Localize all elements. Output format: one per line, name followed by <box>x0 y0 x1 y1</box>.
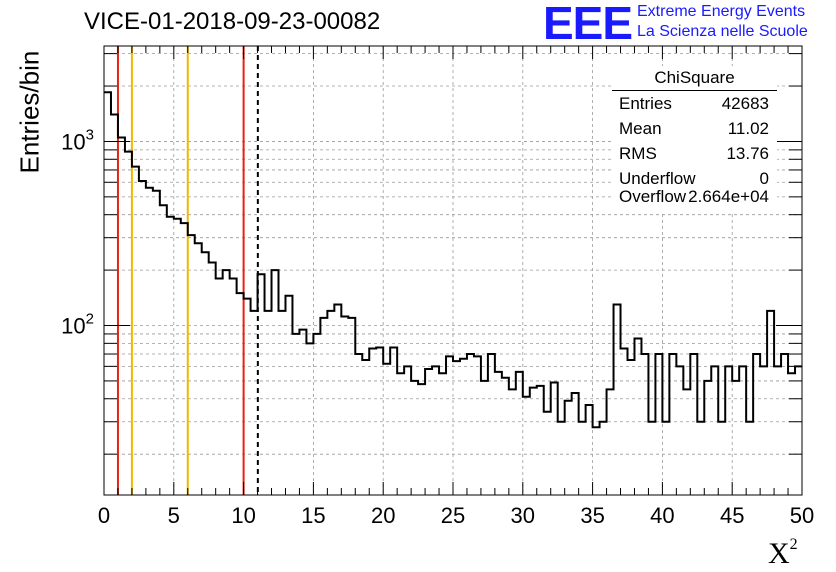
stats-value: 13.76 <box>726 144 769 163</box>
x-tick-label: 15 <box>301 503 325 528</box>
chart-title: VICE-01-2018-09-23-00082 <box>84 8 381 35</box>
stats-key: RMS <box>619 144 657 163</box>
stats-title: ChiSquare <box>654 68 735 87</box>
x-tick-label: 40 <box>650 503 674 528</box>
histogram-step-line <box>104 91 802 429</box>
x-axis-label-exponent: 2 <box>789 536 798 553</box>
x-tick-label: 35 <box>580 503 604 528</box>
x-tick-label: 0 <box>98 503 110 528</box>
stats-value: 2.664e+04 <box>688 187 769 206</box>
stats-key: Entries <box>619 94 672 113</box>
x-tick-label: 30 <box>511 503 535 528</box>
y-tick-label: 103 <box>61 126 94 154</box>
y-tick-label-base: 10 <box>61 314 85 339</box>
x-tick-label: 50 <box>790 503 814 528</box>
stats-key: Overflow <box>619 187 687 206</box>
stats-value: 0 <box>759 169 769 188</box>
stats-key: Underflow <box>619 169 696 188</box>
x-tick-label: 10 <box>231 503 255 528</box>
y-tick-label-exponent: 3 <box>86 126 94 143</box>
x-axis-label-base: X <box>768 537 790 570</box>
x-tick-label: 5 <box>168 503 180 528</box>
logo-line-2: La Scienza nelle Scuole <box>637 23 808 40</box>
x-tick-label: 25 <box>441 503 465 528</box>
y-tick-label-base: 10 <box>61 129 85 154</box>
y-tick-label: 102 <box>61 311 94 339</box>
stats-value: 42683 <box>721 94 769 113</box>
stats-divider <box>612 90 777 91</box>
x-tick-label: 45 <box>720 503 744 528</box>
y-tick-label-exponent: 2 <box>86 311 94 328</box>
grid-lines <box>104 46 802 495</box>
stats-value: 11.02 <box>727 119 769 138</box>
x-tick-label: 20 <box>371 503 395 528</box>
y-axis-label: Entries/bin <box>14 50 45 174</box>
marker-lines <box>116 46 259 495</box>
histogram <box>104 91 802 429</box>
logo-line-1: Extreme Energy Events <box>637 3 806 20</box>
x-axis-label: X2 <box>768 536 798 571</box>
eee-logo-mark: EEE <box>543 0 633 49</box>
stats-box: ChiSquare Entries 42683 Mean 11.02 RMS 13.7… <box>612 66 777 212</box>
stats-key: Mean <box>619 119 662 138</box>
plot-frame <box>103 45 803 496</box>
